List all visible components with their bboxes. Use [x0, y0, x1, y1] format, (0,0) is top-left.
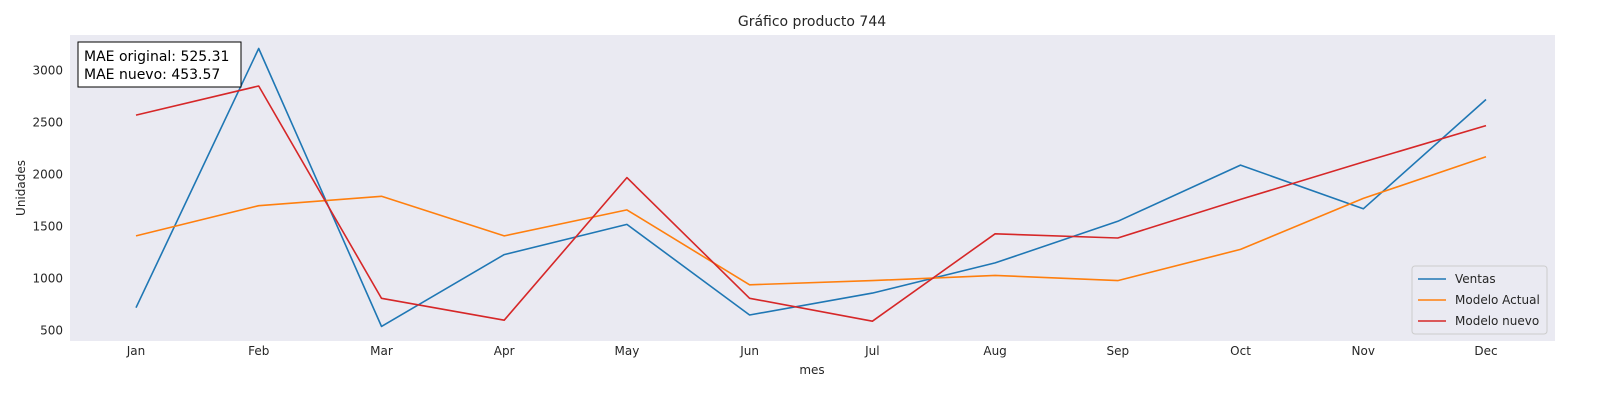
x-axis-label: mes — [799, 363, 824, 377]
y-tick-label: 2000 — [32, 167, 63, 181]
series-lines — [135, 47, 1487, 328]
x-tick-label: Oct — [1230, 344, 1251, 358]
x-axis-ticks: Jan Feb Mar Apr May Jun Jul Aug Sep Oct Nov Dec — [126, 344, 1498, 358]
x-tick-label: Jun — [739, 344, 759, 358]
x-tick-label: Jul — [864, 344, 879, 358]
legend-label: Modelo nuevo — [1455, 314, 1539, 328]
series-line-modelo-nuevo — [135, 85, 1487, 323]
y-tick-label: 1000 — [32, 272, 63, 286]
x-tick-label: Feb — [248, 344, 269, 358]
x-tick-label: Mar — [370, 344, 393, 358]
legend-label: Ventas — [1455, 272, 1496, 286]
mae-original-text: MAE original: 525.31 — [84, 49, 229, 65]
y-tick-label: 1500 — [32, 220, 63, 234]
y-tick-label: 500 — [40, 324, 63, 338]
legend-box — [1411, 265, 1548, 335]
x-tick-label: Apr — [494, 344, 515, 358]
series-line-ventas — [135, 47, 1487, 328]
series-line-modelo-actual — [135, 156, 1487, 286]
x-tick-label: Jan — [126, 344, 146, 358]
x-tick-label: Nov — [1352, 344, 1375, 358]
y-tick-label: 2500 — [32, 115, 63, 129]
y-axis-label: Unidades — [14, 160, 28, 216]
x-tick-label: Dec — [1474, 344, 1497, 358]
x-tick-label: Sep — [1107, 344, 1130, 358]
x-tick-label: May — [615, 344, 640, 358]
legend: Ventas Modelo Actual Modelo nuevo — [1411, 265, 1548, 335]
mae-annotation: MAE original: 525.31 MAE nuevo: 453.57 — [77, 41, 242, 88]
chart-title: Gráfico producto 744 — [738, 14, 886, 30]
x-tick-label: Aug — [983, 344, 1006, 358]
mae-annotation-box — [77, 41, 242, 88]
y-axis-ticks: 500 1000 1500 2000 2500 3000 — [32, 63, 63, 337]
legend-label: Modelo Actual — [1455, 293, 1540, 307]
mae-nuevo-text: MAE nuevo: 453.57 — [84, 67, 220, 83]
plot-background — [70, 35, 1555, 341]
y-tick-label: 3000 — [32, 63, 63, 77]
